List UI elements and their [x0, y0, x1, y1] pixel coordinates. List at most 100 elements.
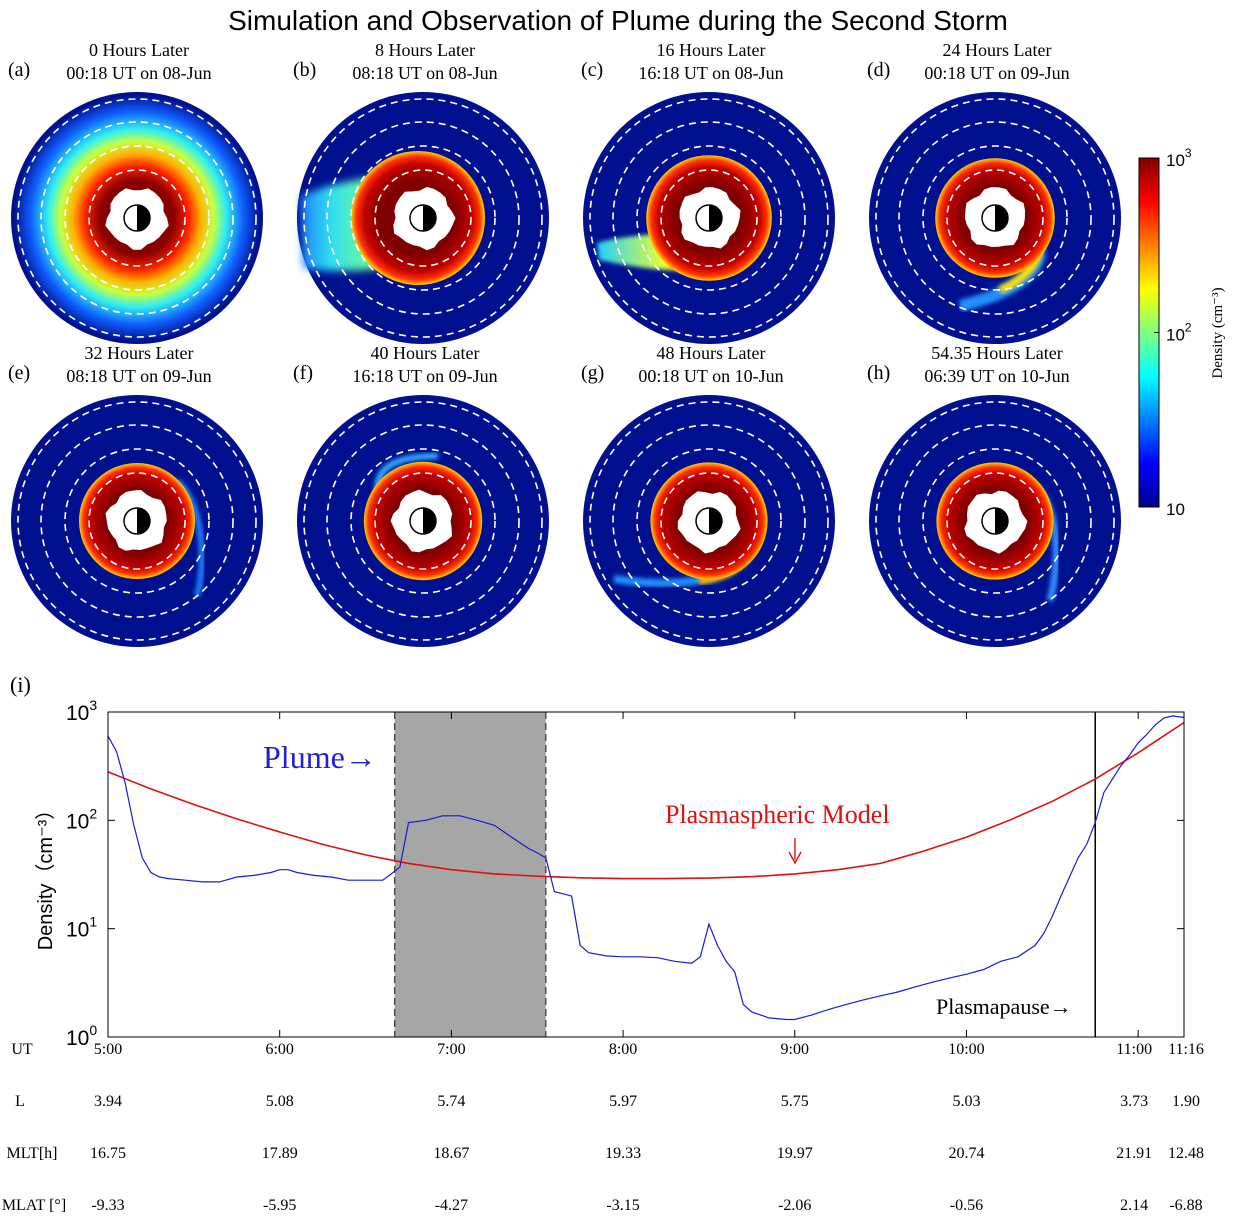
L-shell-ring [64, 145, 210, 291]
L-shell-ring [875, 98, 1115, 338]
orbit-cell: 5.03 [952, 1093, 980, 1110]
panel-time-label: 00:18 UT on 10-Jun [638, 366, 783, 386]
L-shell-ring [88, 472, 186, 570]
orbit-cell: 5.97 [609, 1093, 637, 1110]
L-shell-ring [88, 169, 186, 267]
panel-time-label: 00:18 UT on 09-Jun [924, 63, 1069, 83]
panel-time-label: 08:18 UT on 08-Jun [352, 63, 497, 83]
orbit-cell: 3.94 [94, 1093, 122, 1110]
orbit-cell: 5:00 [94, 1041, 122, 1058]
colorbar-label: Density (cm⁻³) [1210, 287, 1226, 378]
orbit-row-label: UT [11, 1041, 33, 1058]
orbit-cell: 10:00 [948, 1041, 984, 1058]
plume-shaded-region [394, 712, 546, 1037]
panel-hours-label: 8 Hours Later [375, 40, 475, 60]
panel-tag: (g) [581, 362, 604, 384]
L-shell-ring [946, 169, 1044, 267]
panel-tag: (h) [867, 362, 890, 384]
figure-title: Simulation and Observation of Plume duri… [228, 5, 1008, 36]
orbit-cell: 12.48 [1168, 1145, 1204, 1162]
orbit-cell: 18.67 [433, 1145, 469, 1162]
orbit-cell: 11:00 [1116, 1041, 1152, 1058]
L-shell-ring [326, 121, 520, 315]
orbit-cell: 21.91 [1116, 1145, 1152, 1162]
L-shell-ring [40, 121, 234, 315]
annotation-plume: Plume→ [263, 739, 377, 775]
orbit-cell: -4.27 [435, 1197, 468, 1214]
L-shell-ring [946, 472, 1044, 570]
panel-tag: (c) [581, 59, 603, 81]
L-shell-ring [612, 121, 806, 315]
plot-frame [107, 711, 1185, 1038]
L-shell-ring [875, 401, 1115, 641]
panel-d: (d) 24 Hours Later 00:18 UT on 09-Jun [867, 40, 1121, 344]
panel-tag: (a) [8, 59, 30, 81]
panel-f: (f) 40 Hours Later 16:18 UT on 09-Jun [293, 343, 549, 647]
orbit-cell: 6:00 [265, 1041, 293, 1058]
orbit-cell: -6.88 [1169, 1197, 1202, 1214]
panel-time-label: 06:39 UT on 10-Jun [924, 366, 1069, 386]
panel-tag: (e) [8, 362, 30, 384]
colorbar-ticks: 103 102 10 [1154, 146, 1192, 519]
L-shell-ring [350, 145, 496, 291]
orbit-cell: 17.89 [262, 1145, 298, 1162]
colorbar: 103 102 10 Density (cm⁻³) [1138, 146, 1226, 519]
L-shell-ring [374, 169, 472, 267]
y-tick-label: 100 [66, 1022, 97, 1050]
orbit-table: UT 5:00 6:00 7:00 8:00 9:00 10:00 11:00 11:16 L 3.… [2, 1041, 1204, 1214]
orbit-cell: 16.75 [90, 1145, 126, 1162]
orbit-cell: 5.74 [437, 1093, 465, 1110]
L-shell-ring [350, 448, 496, 594]
L-shell-ring [303, 98, 543, 338]
L-shell-ring [898, 121, 1092, 315]
panel-hours-label: 0 Hours Later [89, 40, 189, 60]
x-axis-ticks [107, 712, 1185, 1037]
orbit-cell: 1.90 [1172, 1093, 1200, 1110]
colorbar-tick-label: 102 [1166, 321, 1192, 345]
L-shell-ring [589, 401, 829, 641]
density-line-chart: (i) 100 101 102 103 Density（cm⁻³） Plume→ Pl… [10, 672, 1185, 1050]
y-axis-label: Density（cm⁻³） [34, 800, 57, 951]
L-shell-ring [374, 472, 472, 570]
L-shell-ring [636, 145, 782, 291]
orbit-cell: 19.33 [605, 1145, 641, 1162]
panel-a: (a) 0 Hours Later 00:18 UT on 08-Jun [8, 40, 263, 344]
orbit-cell: 2.14 [1120, 1197, 1148, 1214]
panel-time-label: 16:18 UT on 09-Jun [352, 366, 497, 386]
simulation-panels: (a) 0 Hours Later 00:18 UT on 08-Jun (b) 8 H… [8, 40, 1121, 647]
orbit-cell: -0.56 [950, 1197, 983, 1214]
panel-time-label: 16:18 UT on 08-Jun [638, 63, 783, 83]
panel-hours-label: 24 Hours Later [943, 40, 1052, 60]
annotation-plasmapause: Plasmapause→ [936, 994, 1072, 1019]
panel-time-label: 08:18 UT on 09-Jun [66, 366, 211, 386]
annotation-plasmaspheric-model: Plasmaspheric Model [665, 800, 890, 829]
orbit-cell: 20.74 [948, 1145, 984, 1162]
L-shell-ring [922, 145, 1068, 291]
orbit-cell: 19.97 [777, 1145, 813, 1162]
L-shell-ring [40, 424, 234, 618]
orbit-cell: 11:16 [1168, 1041, 1204, 1058]
orbit-cell: 3.73 [1120, 1093, 1148, 1110]
orbit-cell: -3.15 [606, 1197, 639, 1214]
orbit-cell: 8:00 [609, 1041, 637, 1058]
panel-hours-label: 32 Hours Later [85, 343, 194, 363]
L-shell-ring [660, 169, 758, 267]
orbit-cell: 9:00 [781, 1041, 809, 1058]
orbit-cell: -5.95 [263, 1197, 296, 1214]
orbit-cell: 5.75 [781, 1093, 809, 1110]
L-shell-ring [17, 98, 257, 338]
panel-hours-label: 16 Hours Later [657, 40, 766, 60]
orbit-cell: -2.06 [778, 1197, 811, 1214]
L-shell-ring [636, 448, 782, 594]
panel-e: (e) 32 Hours Later 08:18 UT on 09-Jun [8, 343, 263, 647]
series-plume [107, 715, 1185, 1021]
L-shell-ring [612, 424, 806, 618]
panel-hours-label: 40 Hours Later [371, 343, 480, 363]
panel-tag: (b) [293, 59, 316, 81]
panel-c: (c) 16 Hours Later 16:18 UT on 08-Jun [581, 40, 835, 344]
L-shell-ring [922, 448, 1068, 594]
colorbar-tick-label: 103 [1166, 146, 1192, 170]
panel-hours-label: 54.35 Hours Later [931, 343, 1062, 363]
orbit-row-label: L [15, 1093, 25, 1110]
